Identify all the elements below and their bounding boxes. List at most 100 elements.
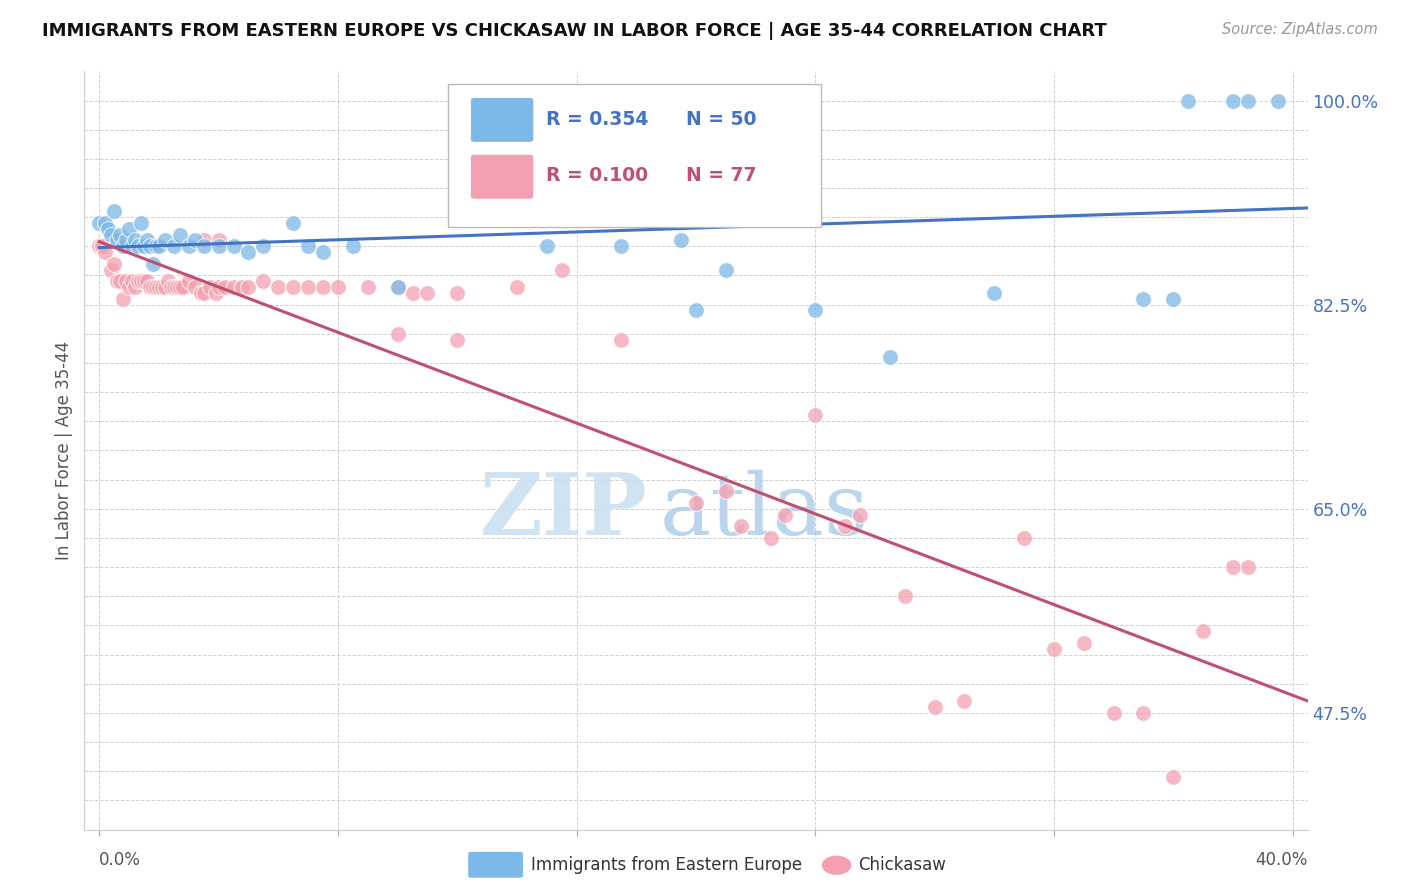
Point: [804, 303, 827, 318]
Point: [156, 274, 179, 288]
Point: [238, 280, 260, 294]
Point: [127, 274, 149, 288]
Point: [91, 239, 114, 253]
Point: [610, 239, 633, 253]
Point: [446, 333, 468, 347]
Point: [160, 280, 183, 294]
Point: [685, 303, 707, 318]
Point: [169, 227, 191, 242]
Point: [446, 285, 468, 300]
Point: [342, 239, 364, 253]
Point: [207, 239, 229, 253]
Point: [267, 280, 290, 294]
Point: [193, 239, 215, 253]
Point: [714, 262, 737, 277]
Text: Immigrants from Eastern Europe: Immigrants from Eastern Europe: [531, 856, 803, 874]
Point: [124, 234, 146, 248]
Point: [283, 216, 305, 230]
FancyBboxPatch shape: [471, 155, 533, 199]
Point: [108, 227, 131, 242]
Point: [1237, 94, 1260, 108]
Point: [163, 239, 186, 253]
Point: [139, 239, 162, 253]
Point: [163, 280, 186, 294]
Point: [97, 222, 120, 236]
Point: [190, 285, 212, 300]
Point: [121, 274, 143, 288]
Point: [112, 292, 135, 306]
Point: [1222, 94, 1244, 108]
Point: [207, 234, 229, 248]
FancyBboxPatch shape: [471, 98, 533, 142]
Point: [214, 280, 236, 294]
Text: R = 0.100: R = 0.100: [546, 167, 648, 186]
Point: [1073, 636, 1095, 650]
Point: [89, 239, 111, 253]
Point: [153, 234, 176, 248]
Point: [283, 280, 305, 294]
Point: [1222, 560, 1244, 574]
Point: [1267, 94, 1289, 108]
Point: [204, 285, 226, 300]
FancyBboxPatch shape: [447, 84, 821, 227]
Y-axis label: In Labor Force | Age 35-44: In Labor Force | Age 35-44: [55, 341, 73, 560]
Point: [142, 280, 165, 294]
Point: [879, 350, 901, 364]
Point: [193, 234, 215, 248]
Point: [193, 285, 215, 300]
Point: [506, 280, 529, 294]
Point: [1163, 292, 1185, 306]
Point: [1177, 94, 1199, 108]
Point: [297, 239, 319, 253]
Text: Source: ZipAtlas.com: Source: ZipAtlas.com: [1222, 22, 1378, 37]
Point: [1132, 292, 1154, 306]
Text: R = 0.354: R = 0.354: [546, 110, 648, 128]
Point: [983, 285, 1005, 300]
Point: [105, 274, 128, 288]
Point: [1043, 641, 1066, 656]
Point: [669, 234, 692, 248]
Point: [387, 280, 409, 294]
Point: [169, 280, 191, 294]
Point: [924, 700, 946, 714]
Point: [759, 531, 782, 545]
Point: [172, 280, 194, 294]
Point: [100, 227, 122, 242]
Point: [297, 280, 319, 294]
Point: [207, 280, 229, 294]
Text: 40.0%: 40.0%: [1256, 851, 1308, 869]
Point: [132, 274, 155, 288]
Point: [132, 239, 155, 253]
Text: Chickasaw: Chickasaw: [858, 856, 945, 874]
Point: [129, 216, 152, 230]
Point: [475, 146, 498, 161]
Point: [136, 234, 159, 248]
Point: [177, 239, 200, 253]
Point: [112, 239, 135, 253]
Point: [103, 204, 125, 219]
Point: [129, 274, 152, 288]
Point: [148, 239, 170, 253]
Point: [145, 280, 167, 294]
Point: [177, 274, 200, 288]
Point: [714, 484, 737, 499]
Point: [401, 285, 423, 300]
Point: [124, 280, 146, 294]
Point: [416, 285, 439, 300]
Text: atlas: atlas: [659, 469, 869, 553]
Point: [94, 245, 117, 260]
Point: [222, 280, 245, 294]
Point: [1192, 624, 1215, 639]
Point: [108, 274, 131, 288]
Point: [551, 262, 574, 277]
Point: [153, 280, 176, 294]
Point: [231, 280, 253, 294]
Point: [103, 257, 125, 271]
Point: [222, 239, 245, 253]
Text: N = 77: N = 77: [686, 167, 756, 186]
Point: [834, 519, 856, 533]
Point: [142, 257, 165, 271]
Point: [1237, 560, 1260, 574]
Point: [953, 694, 976, 708]
Point: [387, 326, 409, 341]
